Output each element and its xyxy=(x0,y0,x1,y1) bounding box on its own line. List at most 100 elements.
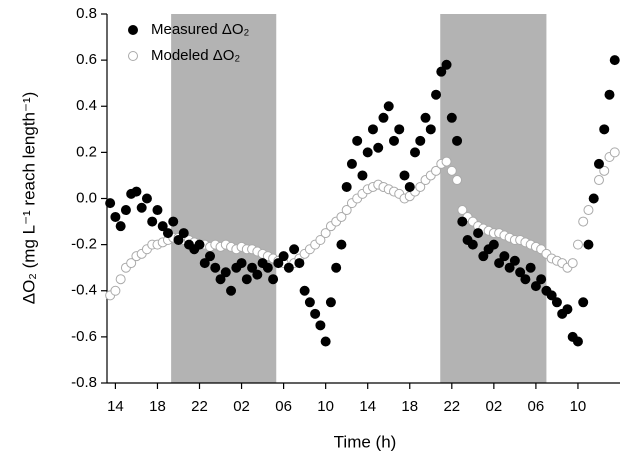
data-point xyxy=(136,202,147,213)
data-point xyxy=(110,285,121,296)
data-point xyxy=(394,124,405,135)
shaded-region xyxy=(440,14,547,383)
y-tick-label: -0.4 xyxy=(71,282,97,299)
x-tick-label: 14 xyxy=(107,398,124,415)
data-point xyxy=(446,112,457,123)
data-point xyxy=(115,221,126,232)
data-point xyxy=(362,147,373,158)
data-point xyxy=(315,235,326,246)
data-point xyxy=(567,258,578,269)
data-point xyxy=(341,205,352,216)
data-point xyxy=(609,147,620,158)
data-point xyxy=(320,228,331,239)
data-point xyxy=(262,262,273,273)
x-tick-label: 18 xyxy=(149,398,166,415)
data-point xyxy=(415,135,426,146)
data-point xyxy=(583,239,594,250)
data-point xyxy=(452,135,463,146)
data-point xyxy=(609,55,620,66)
data-point xyxy=(120,205,131,216)
data-point xyxy=(310,308,321,319)
data-point xyxy=(205,251,216,262)
shaded-region xyxy=(171,14,277,383)
data-point xyxy=(525,262,536,273)
data-point xyxy=(325,297,336,308)
legend-label: Modeled ΔO₂ xyxy=(151,47,240,64)
data-point xyxy=(373,142,384,153)
data-point xyxy=(509,255,520,266)
data-point xyxy=(336,239,347,250)
data-point xyxy=(478,251,489,262)
data-point xyxy=(110,211,121,222)
data-point xyxy=(215,274,226,285)
y-tick-label: 0.6 xyxy=(76,51,97,68)
data-point xyxy=(415,181,426,192)
data-point xyxy=(152,205,163,216)
data-point xyxy=(273,258,284,269)
data-point xyxy=(378,112,389,123)
data-point xyxy=(578,297,589,308)
data-point xyxy=(147,216,158,227)
data-point xyxy=(593,175,604,186)
data-point xyxy=(331,262,342,273)
y-tick-label: -0.8 xyxy=(71,374,97,391)
y-tick-label: -0.6 xyxy=(71,328,97,345)
data-point xyxy=(336,211,347,222)
y-axis-label: ΔO₂ (mg L⁻¹ reach length⁻¹) xyxy=(19,92,38,305)
data-point xyxy=(241,274,252,285)
data-point xyxy=(367,124,378,135)
legend-label: Measured ΔO₂ xyxy=(151,21,250,38)
y-tick-label: -0.2 xyxy=(71,236,97,253)
data-point xyxy=(294,258,305,269)
x-tick-label: 06 xyxy=(275,398,292,415)
data-point xyxy=(457,205,468,216)
data-point xyxy=(599,165,610,176)
data-point xyxy=(404,181,415,192)
data-point xyxy=(520,274,531,285)
x-tick-label: 02 xyxy=(233,398,250,415)
data-point xyxy=(578,216,589,227)
x-tick-label: 14 xyxy=(359,398,376,415)
data-point xyxy=(515,267,526,278)
data-point xyxy=(494,258,505,269)
data-point xyxy=(562,304,573,315)
data-point xyxy=(488,239,499,250)
data-point xyxy=(452,175,463,186)
data-point xyxy=(168,216,179,227)
y-tick-label: 0.8 xyxy=(76,5,97,22)
x-tick-label: 02 xyxy=(486,398,503,415)
data-point xyxy=(441,156,452,167)
data-point xyxy=(352,135,363,146)
data-point xyxy=(530,281,541,292)
data-point xyxy=(236,258,247,269)
data-point xyxy=(441,59,452,70)
data-point xyxy=(420,112,431,123)
data-point xyxy=(268,274,279,285)
x-tick-label: 18 xyxy=(401,398,418,415)
data-point xyxy=(357,170,368,181)
y-tick-label: 0.0 xyxy=(76,189,97,206)
data-point xyxy=(572,336,583,347)
data-point xyxy=(304,297,315,308)
data-point xyxy=(341,181,352,192)
data-point xyxy=(157,221,168,232)
data-point xyxy=(604,89,615,100)
data-point xyxy=(551,297,562,308)
data-point xyxy=(583,205,594,216)
data-point xyxy=(162,228,173,239)
data-point xyxy=(473,228,484,239)
data-point xyxy=(252,269,263,280)
data-point xyxy=(446,165,457,176)
data-point xyxy=(467,239,478,250)
data-point xyxy=(173,235,184,246)
y-tick-label: 0.4 xyxy=(76,97,97,114)
data-point xyxy=(499,251,510,262)
data-point xyxy=(115,274,126,285)
legend-marker xyxy=(128,25,138,35)
data-point xyxy=(105,198,116,209)
data-point xyxy=(388,135,399,146)
data-point xyxy=(178,228,189,239)
data-point xyxy=(299,285,310,296)
data-point xyxy=(126,258,137,269)
data-point xyxy=(199,258,210,269)
